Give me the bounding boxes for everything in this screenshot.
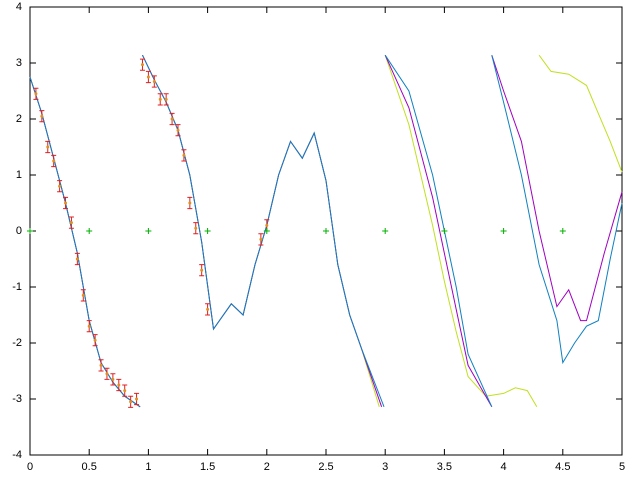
y-tick-label: 4 (16, 1, 22, 13)
data-point (46, 145, 50, 149)
x-tick-label: 1.5 (200, 461, 215, 473)
data-point (81, 293, 85, 297)
data-point (99, 363, 103, 367)
y-tick-label: -2 (12, 337, 22, 349)
point (86, 228, 93, 234)
data-point (34, 92, 38, 96)
data-point (158, 97, 162, 101)
curve (29, 54, 623, 408)
data-point (265, 223, 269, 227)
data-point (188, 201, 192, 205)
data-point (182, 153, 186, 157)
y-tick-label: 2 (16, 113, 22, 125)
x-tick-label: 3 (382, 461, 388, 473)
data-point (170, 117, 174, 121)
point (323, 228, 329, 234)
y-tick-label: 3 (16, 57, 22, 69)
data-point (176, 128, 180, 132)
data-point (135, 397, 139, 401)
data-point (117, 383, 121, 387)
point (263, 228, 270, 234)
data-point (64, 201, 68, 205)
data-point (152, 79, 156, 83)
data-point (69, 221, 73, 225)
data-point (58, 184, 62, 188)
data-point (194, 226, 198, 230)
data-point (123, 389, 127, 393)
point (382, 228, 389, 234)
data-point (200, 268, 204, 272)
x-tick-label: 2 (264, 461, 270, 473)
x-tick-label: 5 (619, 461, 625, 473)
point (441, 228, 448, 234)
data-point (75, 257, 79, 261)
data-point (259, 237, 263, 241)
y-tick-label: -4 (12, 449, 22, 461)
y-tick-label: -3 (12, 393, 22, 405)
data-point (164, 97, 168, 101)
y-tick-label: 1 (16, 169, 22, 181)
data-point (129, 400, 133, 404)
data-point (93, 338, 97, 342)
data-point (111, 377, 115, 381)
x-tick-label: 4.5 (555, 461, 570, 473)
point (204, 228, 211, 234)
y-tick-label: -1 (12, 281, 22, 293)
y-tick-label: 0 (16, 225, 22, 237)
x-tick-label: 1 (145, 461, 151, 473)
data-point (40, 114, 44, 118)
data-point (87, 324, 91, 328)
x-tick-label: 0.5 (82, 461, 97, 473)
x-tick-label: 3.5 (437, 461, 452, 473)
point (145, 228, 152, 234)
x-tick-label: 0 (27, 461, 33, 473)
data-point (146, 75, 150, 79)
data-point (52, 159, 56, 163)
point (500, 228, 507, 234)
x-tick-label: 2.5 (318, 461, 333, 473)
data-point (206, 307, 210, 311)
point (27, 228, 33, 234)
point (559, 228, 566, 234)
data-point (105, 372, 109, 376)
x-tick-label: 4 (501, 461, 507, 473)
data-point (140, 63, 144, 67)
